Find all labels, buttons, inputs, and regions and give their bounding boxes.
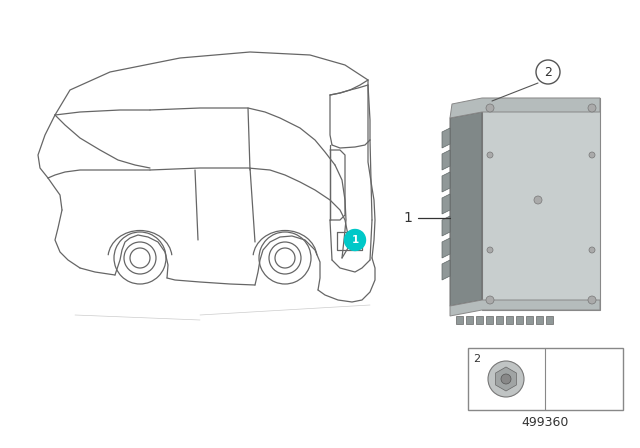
Polygon shape xyxy=(442,128,450,148)
Polygon shape xyxy=(442,150,450,170)
Circle shape xyxy=(589,247,595,253)
Polygon shape xyxy=(442,194,450,214)
FancyBboxPatch shape xyxy=(526,316,533,324)
FancyBboxPatch shape xyxy=(486,316,493,324)
Polygon shape xyxy=(450,300,600,316)
Circle shape xyxy=(486,104,494,112)
Circle shape xyxy=(588,104,596,112)
Circle shape xyxy=(534,196,542,204)
FancyBboxPatch shape xyxy=(516,316,523,324)
FancyBboxPatch shape xyxy=(546,316,553,324)
Polygon shape xyxy=(495,367,516,391)
Text: 499360: 499360 xyxy=(522,415,569,428)
Circle shape xyxy=(486,296,494,304)
Polygon shape xyxy=(482,98,600,310)
FancyBboxPatch shape xyxy=(476,316,483,324)
Text: 2: 2 xyxy=(473,354,480,364)
Circle shape xyxy=(589,152,595,158)
Circle shape xyxy=(501,374,511,384)
Polygon shape xyxy=(450,98,600,118)
Text: 1: 1 xyxy=(403,211,412,225)
Circle shape xyxy=(487,152,493,158)
Circle shape xyxy=(487,247,493,253)
Polygon shape xyxy=(442,172,450,192)
FancyBboxPatch shape xyxy=(466,316,473,324)
Text: 2: 2 xyxy=(544,65,552,78)
FancyBboxPatch shape xyxy=(496,316,503,324)
Polygon shape xyxy=(450,112,482,306)
Text: 1: 1 xyxy=(351,235,358,245)
Polygon shape xyxy=(442,260,450,280)
FancyBboxPatch shape xyxy=(456,316,463,324)
Circle shape xyxy=(488,361,524,397)
Circle shape xyxy=(536,60,560,84)
Circle shape xyxy=(344,229,365,250)
Polygon shape xyxy=(442,216,450,236)
Polygon shape xyxy=(442,238,450,258)
FancyBboxPatch shape xyxy=(506,316,513,324)
FancyBboxPatch shape xyxy=(536,316,543,324)
Circle shape xyxy=(588,296,596,304)
FancyBboxPatch shape xyxy=(468,348,623,410)
